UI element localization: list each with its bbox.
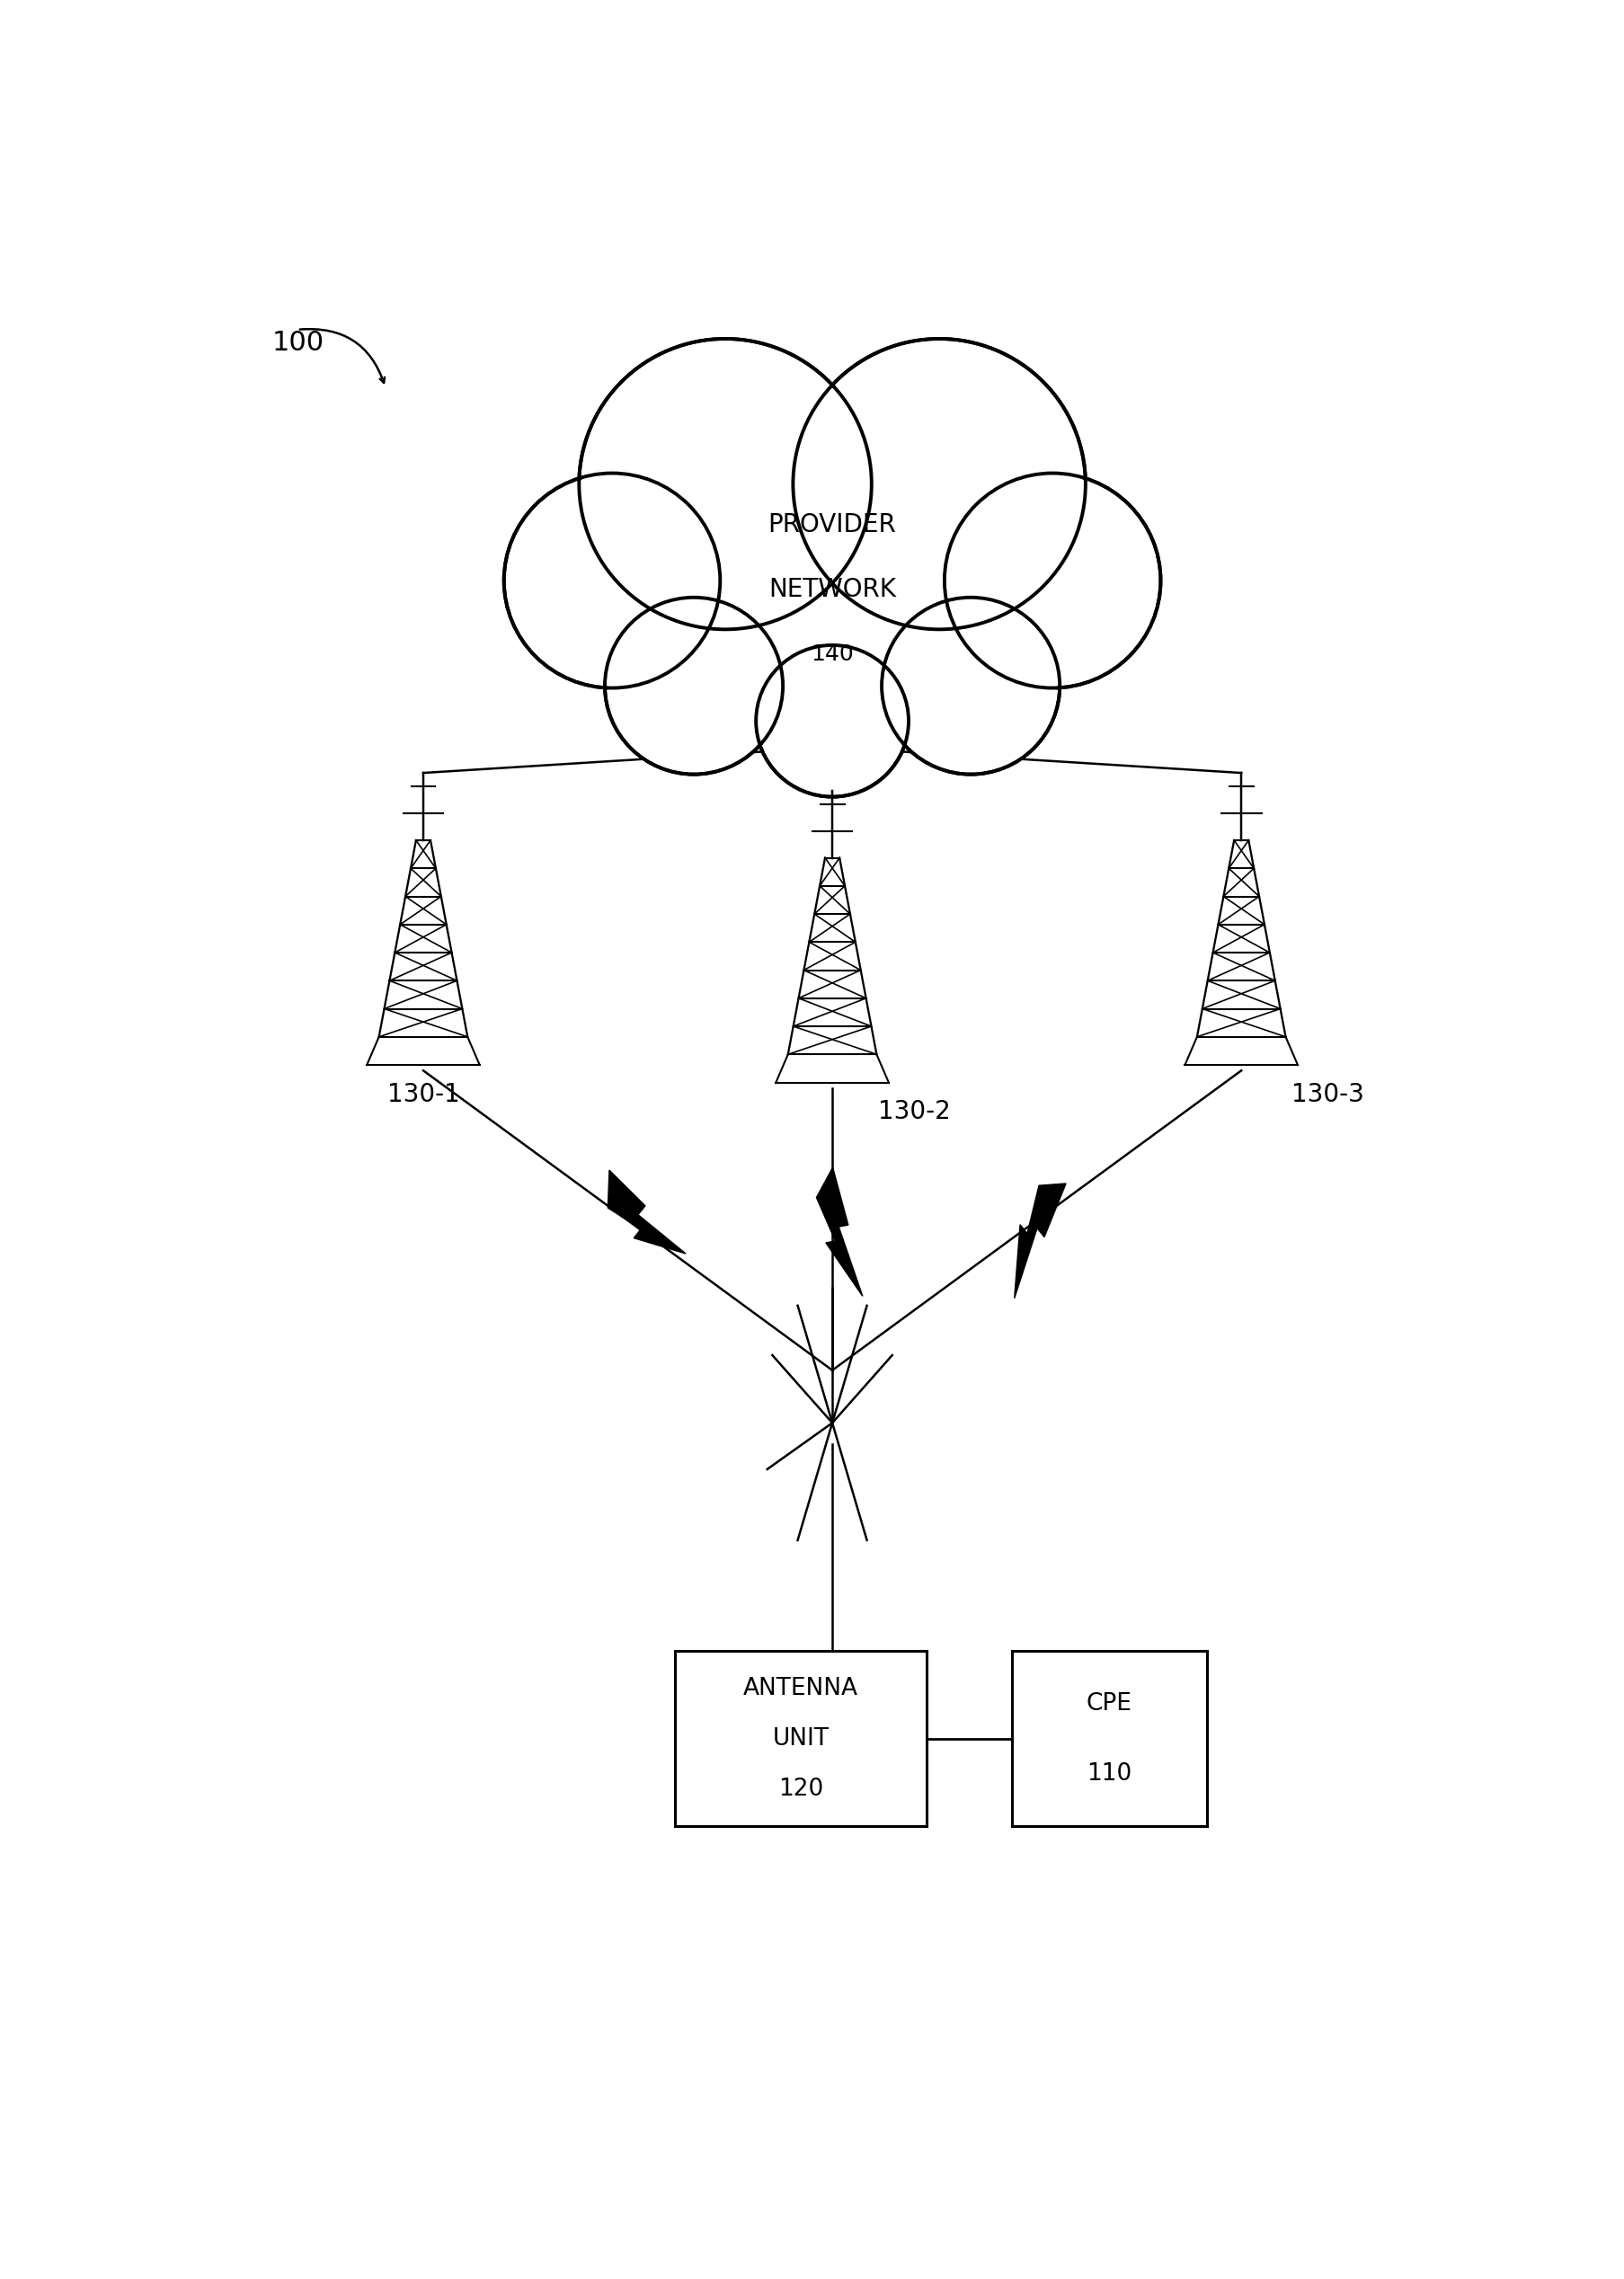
Ellipse shape — [583, 342, 869, 627]
Ellipse shape — [885, 599, 1057, 773]
Text: ANTENNA: ANTENNA — [744, 1677, 859, 1700]
Ellipse shape — [580, 340, 872, 629]
Bar — [676, 1650, 927, 1825]
Text: UNIT: UNIT — [773, 1727, 830, 1750]
Text: PROVIDER: PROVIDER — [768, 513, 896, 538]
Ellipse shape — [757, 645, 908, 798]
Text: 140: 140 — [810, 643, 854, 665]
Text: 130-2: 130-2 — [879, 1098, 950, 1124]
Text: CPE: CPE — [1086, 1691, 1132, 1716]
Ellipse shape — [604, 597, 783, 775]
Ellipse shape — [507, 476, 718, 686]
Bar — [1012, 1650, 1207, 1825]
Ellipse shape — [607, 599, 780, 773]
Polygon shape — [817, 1167, 862, 1297]
Text: 130-1: 130-1 — [387, 1083, 460, 1108]
Ellipse shape — [882, 597, 1060, 775]
Ellipse shape — [793, 340, 1085, 629]
Ellipse shape — [796, 342, 1082, 627]
Ellipse shape — [947, 476, 1158, 686]
Ellipse shape — [503, 474, 719, 688]
Ellipse shape — [945, 474, 1161, 688]
Polygon shape — [607, 1169, 685, 1253]
Text: 110: 110 — [1086, 1762, 1132, 1784]
Text: 120: 120 — [778, 1778, 823, 1800]
Ellipse shape — [758, 647, 906, 793]
Ellipse shape — [645, 426, 1020, 700]
Text: NETWORK: NETWORK — [768, 577, 896, 602]
Ellipse shape — [641, 424, 1023, 702]
Text: 130-3: 130-3 — [1291, 1083, 1364, 1108]
Text: 100: 100 — [273, 330, 325, 356]
Polygon shape — [1015, 1183, 1065, 1299]
